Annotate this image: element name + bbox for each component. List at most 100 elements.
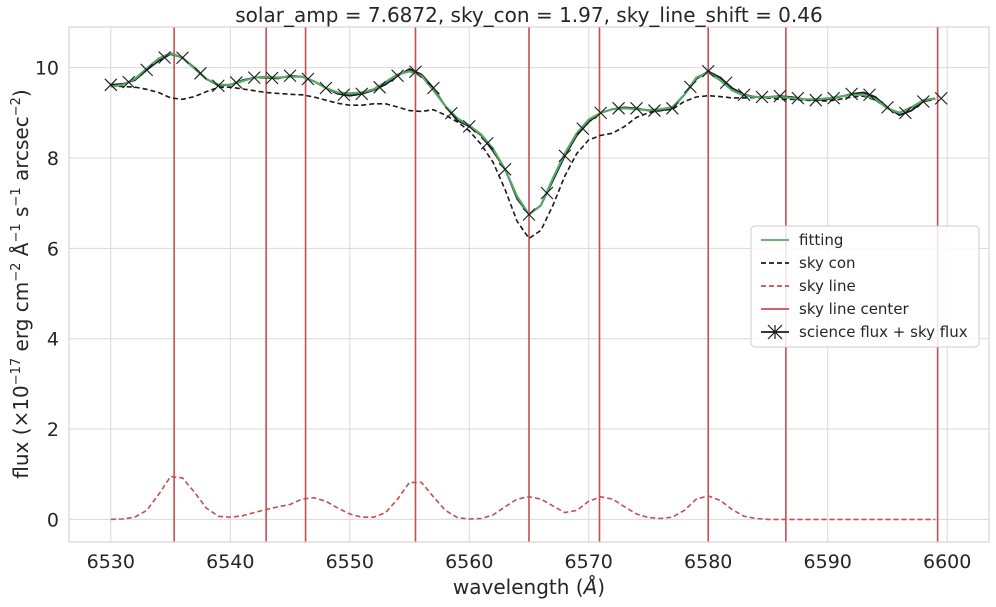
legend-item: sky con: [761, 254, 856, 272]
science-marker: [630, 101, 643, 115]
science-marker: [337, 88, 351, 102]
marker-stroke: [719, 76, 733, 90]
science-marker: [158, 51, 171, 64]
science-marker: [480, 136, 494, 150]
marker-stroke: [898, 106, 912, 120]
marker-stroke: [522, 208, 536, 221]
marker-stroke: [881, 101, 894, 114]
science-marker: [827, 91, 841, 105]
plot-frame: [68, 26, 990, 543]
science-marker: [755, 90, 769, 104]
marker-stroke: [229, 76, 243, 89]
marker-stroke: [863, 88, 876, 102]
marker-stroke: [576, 122, 590, 136]
marker-stroke: [498, 162, 512, 176]
marker-stroke: [701, 64, 715, 78]
science-marker: [301, 72, 315, 86]
marker-stroke: [737, 88, 751, 102]
marker-stroke: [916, 95, 930, 108]
legend-item: science flux + sky flux: [761, 323, 968, 341]
science-marker: [444, 106, 458, 120]
science-marker: [719, 76, 733, 90]
science-marker: [176, 51, 189, 65]
science-marker: [898, 106, 912, 120]
marker-stroke: [409, 65, 422, 79]
science-marker: [576, 122, 590, 136]
x-tick-label: 6550: [326, 551, 374, 573]
marker-stroke: [194, 66, 207, 80]
science-marker: [462, 119, 476, 133]
science-marker: [881, 101, 894, 114]
science-marker: [809, 93, 823, 107]
x-tick-label: 6530: [87, 551, 135, 573]
marker-stroke: [540, 186, 554, 200]
x-tick-label: 6560: [445, 551, 493, 573]
marker-stroke: [594, 106, 608, 120]
y-tick-label: 10: [35, 58, 59, 80]
science-marker: [863, 88, 876, 102]
y-tick-label: 6: [47, 238, 59, 260]
marker-stroke: [158, 51, 171, 64]
sky-line-line: [110, 475, 936, 521]
marker-stroke: [809, 93, 823, 107]
marker-stroke: [480, 136, 494, 150]
legend-label: sky con: [799, 254, 856, 272]
marker-stroke: [391, 69, 404, 83]
x-tick-label: 6540: [206, 551, 254, 573]
legend-label: fitting: [799, 231, 843, 249]
science-marker: [319, 81, 333, 95]
legend-item: fitting: [761, 231, 843, 249]
marker-stroke: [630, 101, 643, 115]
marker-stroke: [427, 81, 440, 95]
science-marker: [540, 186, 554, 200]
y-tick-label: 0: [47, 509, 59, 531]
marker-stroke: [773, 89, 787, 103]
y-axis-label: flux (×10−17 erg cm−2 Å−1 s−1 arcsec−2): [9, 89, 33, 478]
x-tick-label: 6600: [923, 551, 971, 573]
legend-box: [750, 225, 980, 348]
marker-stroke: [265, 71, 279, 85]
sky-con-line: [110, 84, 936, 240]
science-marker: [427, 81, 440, 95]
science-marker: [791, 91, 805, 105]
science-marker: [104, 78, 118, 92]
x-tick-label: 6590: [804, 551, 852, 573]
marker-stroke: [211, 79, 225, 93]
x-tick-label: 6570: [565, 551, 613, 573]
legend: fitting sky con sky line sky line center sci…: [750, 225, 980, 348]
marker-stroke: [648, 104, 661, 117]
marker-stroke: [247, 71, 261, 84]
marker-stroke: [791, 91, 805, 105]
science-marker: [265, 71, 279, 85]
legend-label: science flux + sky flux: [799, 323, 968, 341]
marker-stroke: [755, 90, 769, 104]
science-marker: [391, 69, 404, 83]
marker-stroke: [683, 80, 697, 94]
science-marker: [594, 106, 608, 120]
marker-stroke: [140, 63, 154, 77]
tick-labels: 6530 6540 6550 6560 6570 6580 6590 6600 0 2 4 6 8 10: [35, 58, 972, 573]
science-marker: [934, 91, 948, 105]
marker-stroke: [612, 101, 625, 115]
marker-stroke: [845, 87, 858, 101]
marker-stroke: [122, 75, 136, 89]
marker-stroke: [373, 80, 387, 94]
science-marker: [845, 87, 858, 101]
science-markers: [104, 51, 948, 221]
x-tick-label: 6580: [684, 551, 732, 573]
science-marker: [355, 87, 369, 101]
marker-stroke: [444, 106, 458, 120]
legend-label: sky line center: [799, 300, 910, 318]
science-marker: [140, 63, 154, 77]
marker-stroke: [301, 72, 315, 86]
marker-stroke: [176, 51, 189, 65]
science-marker: [122, 75, 136, 89]
science-marker: [211, 79, 225, 93]
science-marker: [373, 80, 387, 94]
legend-label: sky line: [799, 277, 856, 295]
legend-item: sky line center: [761, 300, 910, 318]
chart-title: solar_amp = 7.6872, sky_con = 1.97, sky_…: [235, 3, 822, 27]
science-marker: [683, 80, 697, 94]
science-marker: [648, 104, 661, 117]
